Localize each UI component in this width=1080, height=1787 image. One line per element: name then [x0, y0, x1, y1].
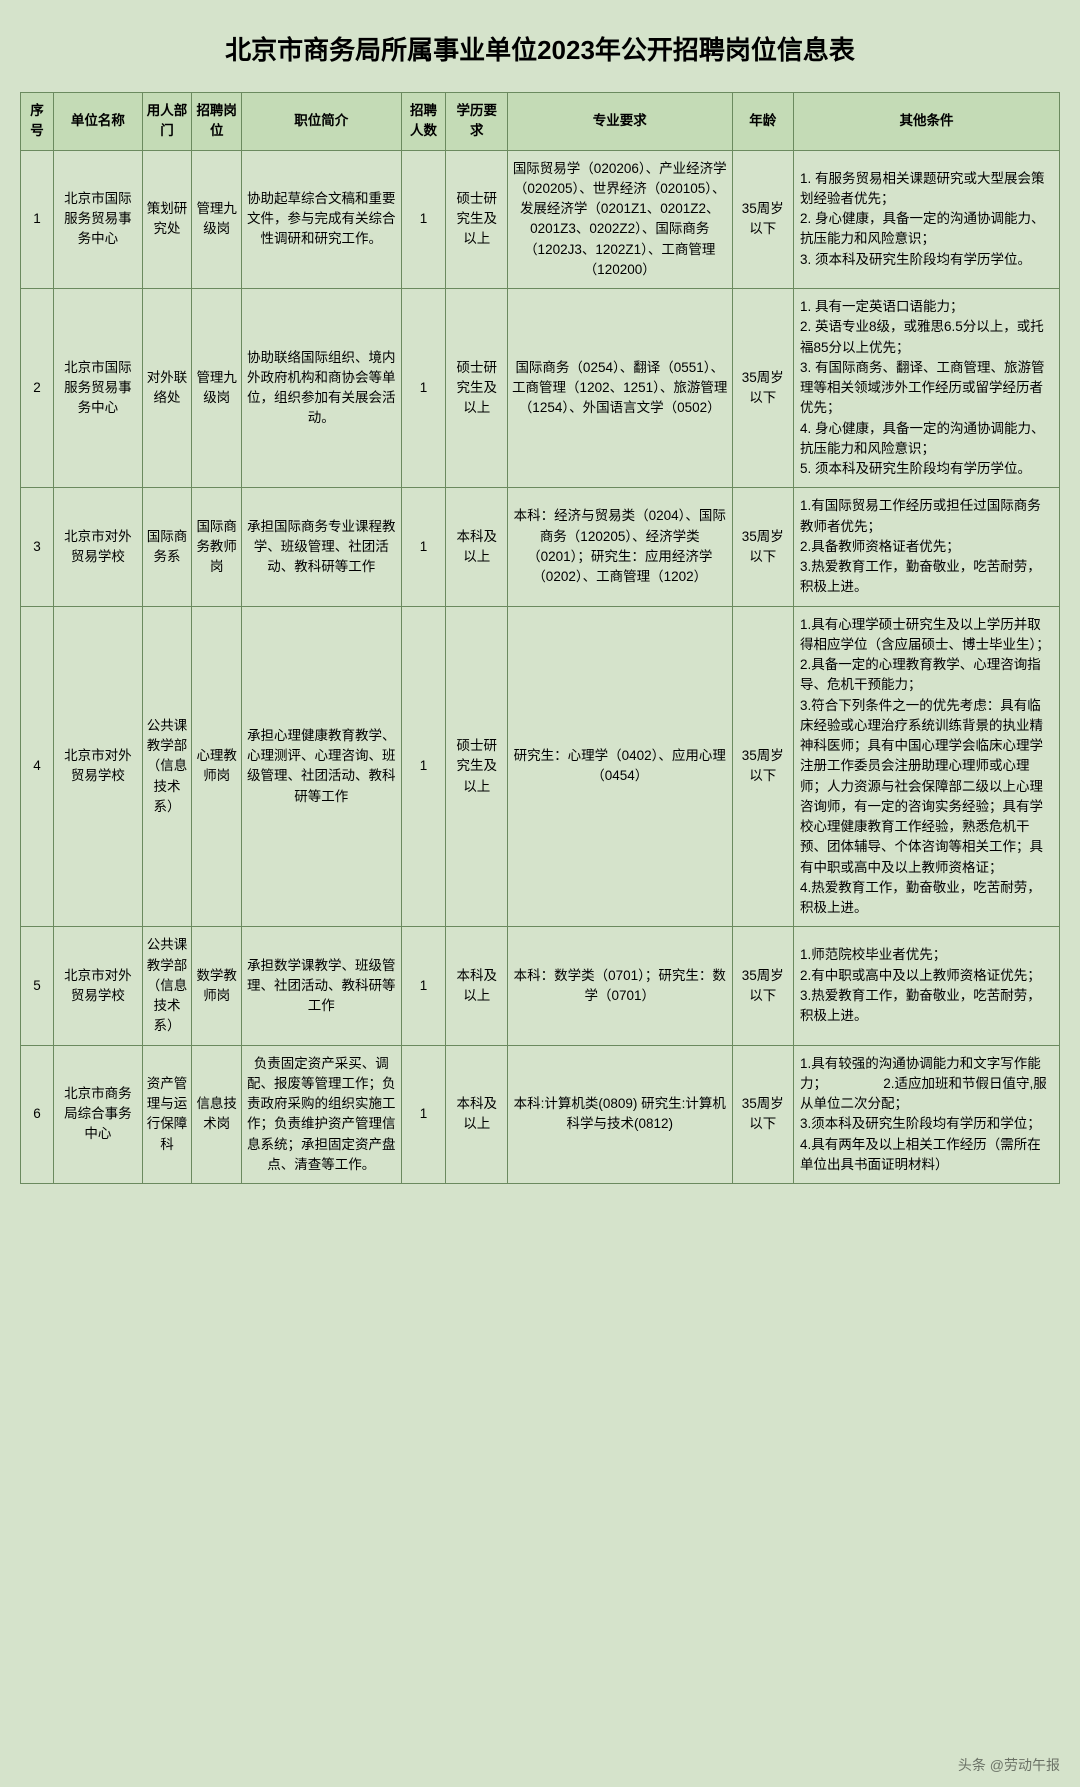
cell-unit: 北京市对外贸易学校	[54, 488, 143, 606]
cell-dept: 对外联络处	[142, 289, 192, 488]
cell-edu: 本科及以上	[446, 927, 507, 1045]
cell-count: 1	[401, 1045, 446, 1184]
cell-age: 35周岁以下	[732, 289, 793, 488]
cell-unit: 北京市国际服务贸易事务中心	[54, 289, 143, 488]
cell-seq: 6	[21, 1045, 54, 1184]
cell-seq: 5	[21, 927, 54, 1045]
cell-dept: 公共课教学部（信息技术系）	[142, 927, 192, 1045]
cell-edu: 硕士研究生及以上	[446, 289, 507, 488]
cell-seq: 3	[21, 488, 54, 606]
cell-post: 心理教师岗	[192, 606, 242, 927]
table-row: 4北京市对外贸易学校公共课教学部（信息技术系）心理教师岗承担心理健康教育教学、心…	[21, 606, 1060, 927]
cell-seq: 4	[21, 606, 54, 927]
cell-age: 35周岁以下	[732, 150, 793, 289]
cell-dept: 公共课教学部（信息技术系）	[142, 606, 192, 927]
cell-major: 国际贸易学（020206）、产业经济学（020205）、世界经济（020105）…	[507, 150, 732, 289]
cell-post: 数学教师岗	[192, 927, 242, 1045]
cell-unit: 北京市对外贸易学校	[54, 927, 143, 1045]
recruitment-table: 序号 单位名称 用人部门 招聘岗位 职位简介 招聘人数 学历要求 专业要求 年龄…	[20, 92, 1060, 1184]
cell-desc: 协助起草综合文稿和重要文件，参与完成有关综合性调研和研究工作。	[242, 150, 402, 289]
header-edu: 学历要求	[446, 93, 507, 151]
cell-dept: 资产管理与运行保障科	[142, 1045, 192, 1184]
header-desc: 职位简介	[242, 93, 402, 151]
cell-other: 1.有国际贸易工作经历或担任过国际商务教师者优先； 2.具备教师资格证者优先； …	[793, 488, 1059, 606]
cell-major: 本科：数学类（0701）；研究生：数学（0701）	[507, 927, 732, 1045]
cell-unit: 北京市国际服务贸易事务中心	[54, 150, 143, 289]
cell-major: 本科:计算机类(0809) 研究生:计算机科学与技术(0812)	[507, 1045, 732, 1184]
cell-count: 1	[401, 289, 446, 488]
cell-other: 1. 有服务贸易相关课题研究或大型展会策划经验者优先； 2. 身心健康，具备一定…	[793, 150, 1059, 289]
header-age: 年龄	[732, 93, 793, 151]
cell-post: 管理九级岗	[192, 289, 242, 488]
page-title: 北京市商务局所属事业单位2023年公开招聘岗位信息表	[20, 30, 1060, 67]
header-seq: 序号	[21, 93, 54, 151]
cell-count: 1	[401, 927, 446, 1045]
table-header-row: 序号 单位名称 用人部门 招聘岗位 职位简介 招聘人数 学历要求 专业要求 年龄…	[21, 93, 1060, 151]
cell-edu: 本科及以上	[446, 1045, 507, 1184]
header-other: 其他条件	[793, 93, 1059, 151]
cell-seq: 1	[21, 150, 54, 289]
cell-dept: 策划研究处	[142, 150, 192, 289]
cell-desc: 协助联络国际组织、境内外政府机构和商协会等单位，组织参加有关展会活动。	[242, 289, 402, 488]
cell-age: 35周岁以下	[732, 606, 793, 927]
cell-dept: 国际商务系	[142, 488, 192, 606]
cell-other: 1. 具有一定英语口语能力； 2. 英语专业8级，或雅思6.5分以上，或托福85…	[793, 289, 1059, 488]
table-row: 6北京市商务局综合事务中心资产管理与运行保障科信息技术岗负责固定资产采买、调配、…	[21, 1045, 1060, 1184]
cell-post: 管理九级岗	[192, 150, 242, 289]
cell-seq: 2	[21, 289, 54, 488]
cell-edu: 硕士研究生及以上	[446, 606, 507, 927]
cell-count: 1	[401, 606, 446, 927]
table-row: 5北京市对外贸易学校公共课教学部（信息技术系）数学教师岗承担数学课教学、班级管理…	[21, 927, 1060, 1045]
header-dept: 用人部门	[142, 93, 192, 151]
table-row: 3北京市对外贸易学校国际商务系国际商务教师岗承担国际商务专业课程教学、班级管理、…	[21, 488, 1060, 606]
cell-post: 信息技术岗	[192, 1045, 242, 1184]
cell-edu: 硕士研究生及以上	[446, 150, 507, 289]
cell-age: 35周岁以下	[732, 1045, 793, 1184]
cell-other: 1.具有较强的沟通协调能力和文字写作能力； 2.适应加班和节假日值守,服从单位二…	[793, 1045, 1059, 1184]
cell-desc: 承担心理健康教育教学、心理测评、心理咨询、班级管理、社团活动、教科研等工作	[242, 606, 402, 927]
cell-desc: 承担国际商务专业课程教学、班级管理、社团活动、教科研等工作	[242, 488, 402, 606]
cell-other: 1.师范院校毕业者优先； 2.有中职或高中及以上教师资格证优先； 3.热爱教育工…	[793, 927, 1059, 1045]
cell-age: 35周岁以下	[732, 927, 793, 1045]
header-major: 专业要求	[507, 93, 732, 151]
cell-major: 国际商务（0254）、翻译（0551）、工商管理（1202、1251）、旅游管理…	[507, 289, 732, 488]
cell-unit: 北京市对外贸易学校	[54, 606, 143, 927]
header-unit: 单位名称	[54, 93, 143, 151]
cell-edu: 本科及以上	[446, 488, 507, 606]
table-row: 2北京市国际服务贸易事务中心对外联络处管理九级岗协助联络国际组织、境内外政府机构…	[21, 289, 1060, 488]
cell-other: 1.具有心理学硕士研究生及以上学历并取得相应学位（含应届硕士、博士毕业生）； 2…	[793, 606, 1059, 927]
table-row: 1北京市国际服务贸易事务中心策划研究处管理九级岗协助起草综合文稿和重要文件，参与…	[21, 150, 1060, 289]
cell-major: 本科：经济与贸易类（0204）、国际商务（120205）、经济学类（0201）；…	[507, 488, 732, 606]
cell-count: 1	[401, 488, 446, 606]
header-post: 招聘岗位	[192, 93, 242, 151]
cell-age: 35周岁以下	[732, 488, 793, 606]
cell-desc: 负责固定资产采买、调配、报废等管理工作；负责政府采购的组织实施工作；负责维护资产…	[242, 1045, 402, 1184]
cell-post: 国际商务教师岗	[192, 488, 242, 606]
cell-desc: 承担数学课教学、班级管理、社团活动、教科研等工作	[242, 927, 402, 1045]
header-count: 招聘人数	[401, 93, 446, 151]
cell-major: 研究生：心理学（0402）、应用心理（0454）	[507, 606, 732, 927]
cell-count: 1	[401, 150, 446, 289]
watermark: 头条 @劳动午报	[958, 1755, 1060, 1775]
cell-unit: 北京市商务局综合事务中心	[54, 1045, 143, 1184]
